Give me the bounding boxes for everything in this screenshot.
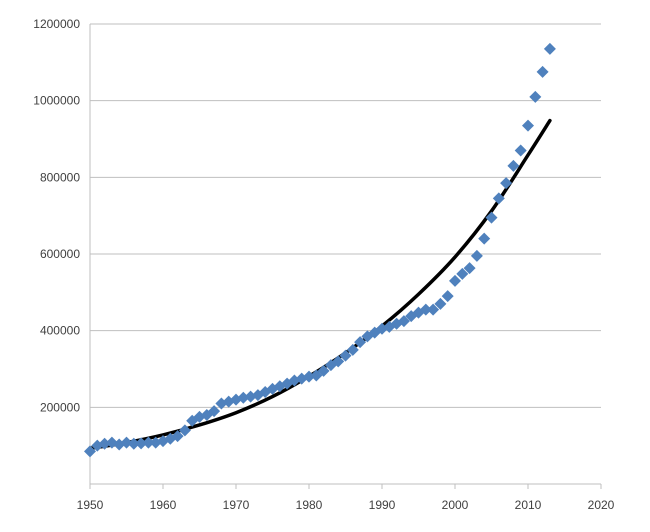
data-point [478,232,491,245]
data-point [441,290,454,303]
x-tick-label: 1970 [223,498,250,512]
data-point [492,192,505,205]
y-tick-label: 1000000 [33,94,80,108]
data-point [208,405,221,418]
data-point [485,211,498,224]
data-point [507,159,520,172]
data-point [237,391,250,404]
data-point [449,274,461,287]
data-point [346,343,359,356]
trendline [88,118,552,451]
trendline-layer [88,118,552,451]
x-tick-label: 2020 [588,498,615,512]
x-tick-label: 1980 [296,498,323,512]
data-point [463,262,476,275]
data-point [522,119,534,132]
y-tick-label: 800000 [40,170,80,184]
y-tick-label: 1200000 [33,17,80,31]
y-tick-label: 600000 [40,247,80,261]
data-point [470,249,483,262]
x-tick-label: 1950 [77,498,104,512]
y-tick-label: 200000 [40,400,80,414]
data-point [98,437,111,450]
data-point [339,349,352,362]
y-tick-label: 400000 [40,324,80,338]
data-point [303,370,315,383]
x-tick-label: 2010 [515,498,542,512]
x-tick-label: 2000 [442,498,469,512]
gridlines [90,23,601,408]
x-tick-labels: 1950 1960 1970 1980 1990 2000 2010 2020 [77,498,615,512]
data-point [127,437,140,450]
data-point [500,177,513,190]
data-point [84,445,96,458]
x-tick-label: 1990 [369,498,396,512]
y-tick-labels: 200000 400000 600000 800000 1000000 1200000 [33,17,80,414]
data-point [514,144,527,157]
data-point [354,336,367,349]
data-point [529,90,542,103]
data-point [434,297,447,310]
data-points-layer [84,42,556,458]
data-point [120,436,133,449]
axes [89,24,602,489]
data-point [317,364,330,377]
data-point [135,437,148,450]
data-point [536,65,549,78]
data-point [419,303,432,316]
data-point [332,355,345,368]
data-point [427,303,440,316]
data-point [142,436,155,449]
data-point [543,42,556,55]
data-point [178,424,191,437]
x-tick-label: 1960 [150,498,177,512]
data-point [456,267,469,280]
data-point [171,430,184,443]
data-point [397,315,410,328]
